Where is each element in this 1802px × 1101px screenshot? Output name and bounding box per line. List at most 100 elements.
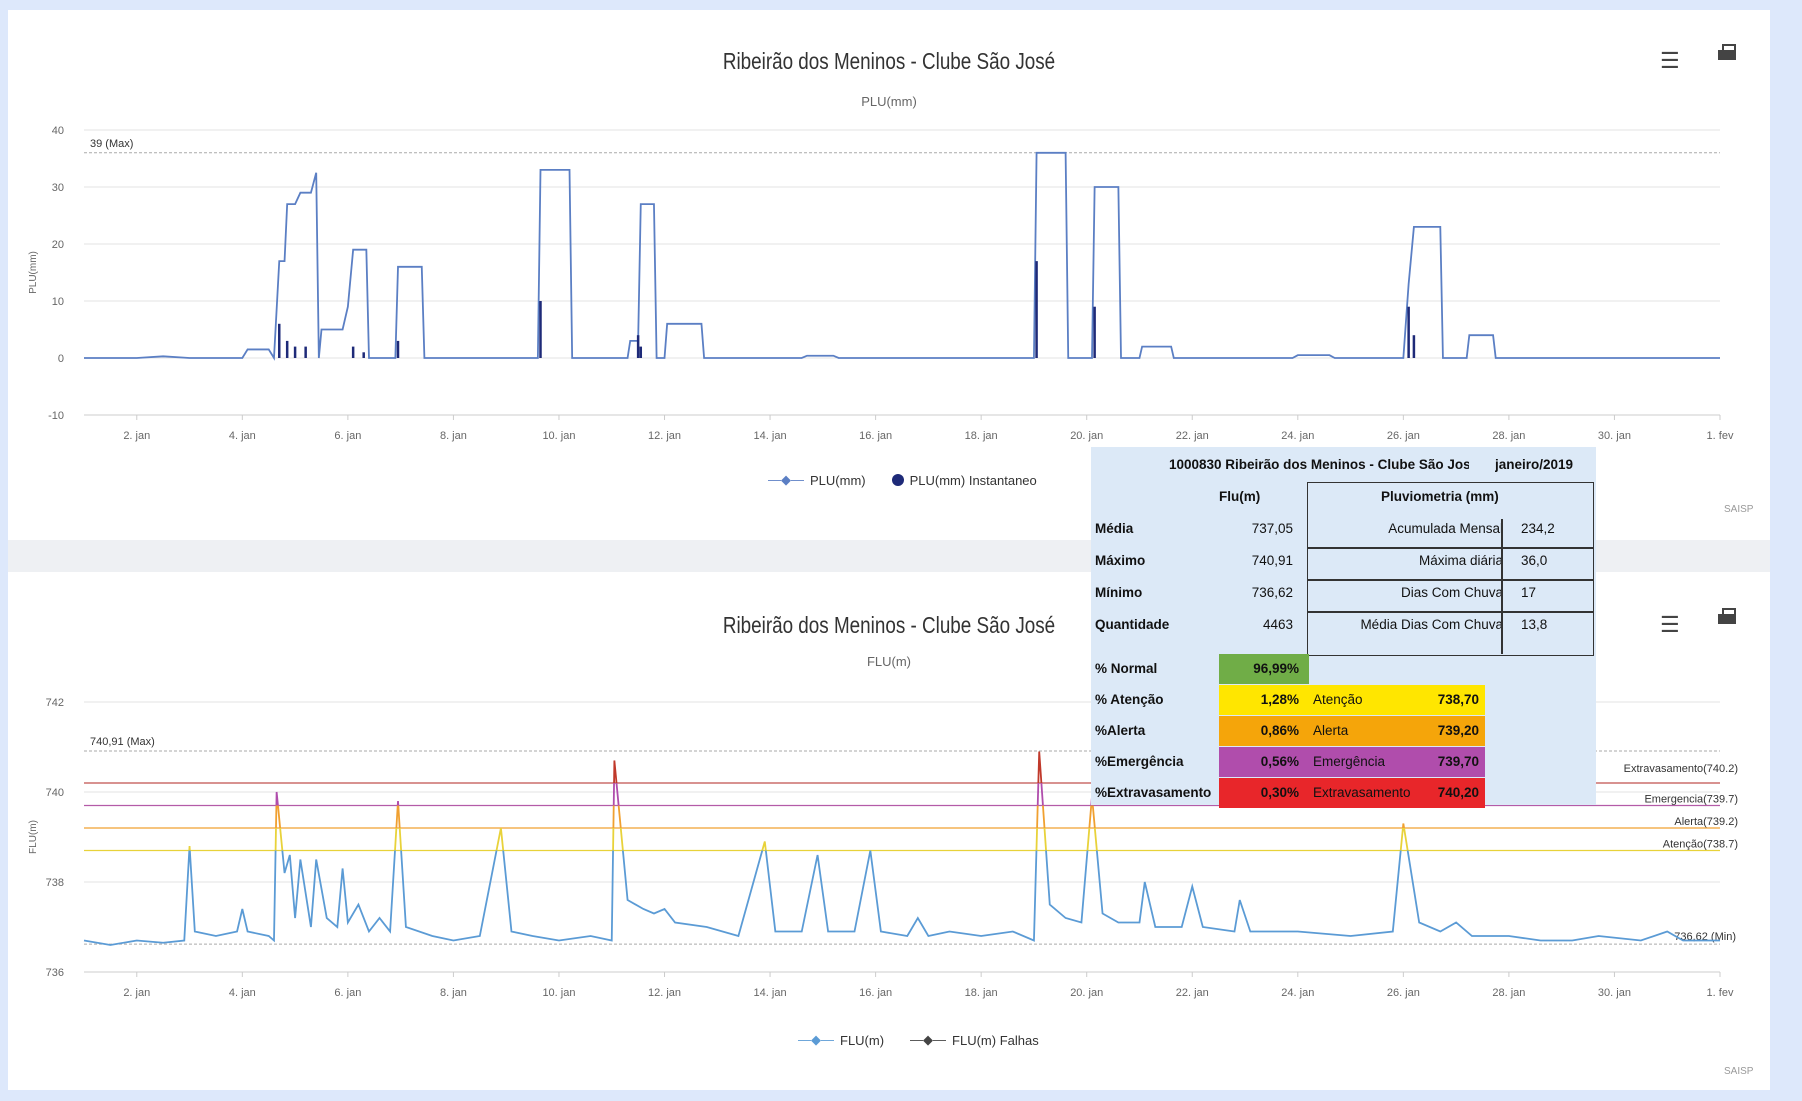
x-tick-label: 20. jan — [1070, 987, 1103, 999]
stats-pv: 234,2 — [1521, 521, 1555, 536]
x-tick-label: 16. jan — [859, 430, 892, 442]
legend-item-flu-falhas[interactable]: —◆— FLU(m) Falhas — [910, 1032, 1039, 1048]
level-color-bar — [1219, 654, 1309, 684]
top-chart-subtitle: PLU(mm) — [861, 94, 917, 109]
gridlines — [84, 129, 1720, 416]
x-tick-label: 20. jan — [1070, 430, 1103, 442]
stats-flu: 740,91 — [1251, 553, 1293, 568]
level-label: %Emergência — [1095, 754, 1184, 769]
y-tick-label: 30 — [52, 182, 64, 194]
row-divider — [1307, 611, 1594, 613]
x-tick-label: 2. jan — [123, 430, 150, 442]
x-tick-label: 18. jan — [965, 987, 998, 999]
y-tick-label: 738 — [46, 877, 64, 889]
x-tick-label: 4. jan — [229, 987, 256, 999]
x-tick-label: 6. jan — [334, 430, 361, 442]
series-instantaneo — [278, 261, 1416, 358]
x-tick-label: 16. jan — [859, 987, 892, 999]
stats-pv: 13,8 — [1521, 617, 1548, 632]
max-label: 740,91 (Max) — [90, 736, 155, 748]
level-name: Emergência — [1313, 754, 1386, 769]
stats-flu-head: Flu(m) — [1219, 489, 1261, 504]
level-value: 739,70 — [1437, 754, 1479, 769]
row-divider — [1307, 547, 1594, 549]
y-axis-label: FLU(m) — [28, 820, 39, 854]
threshold-label: Alerta(739.2) — [1674, 816, 1738, 828]
top-chart-panel: Ribeirão dos Meninos - Clube São José PL… — [8, 10, 1770, 540]
stats-label: Média — [1095, 521, 1134, 536]
hamburger-menu-icon[interactable]: ☰ — [1660, 48, 1680, 73]
stats-header: 1000830 Ribeirão dos Meninos - Clube São… — [1169, 457, 1469, 472]
stats-pl: Acumulada Mensal — [1388, 521, 1503, 536]
x-tick-label: 10. jan — [542, 430, 575, 442]
level-label: %Alerta — [1095, 723, 1146, 738]
level-label: % Atenção — [1095, 692, 1164, 707]
x-tick-label: 28. jan — [1492, 430, 1525, 442]
y-tick-label: 20 — [52, 239, 64, 251]
y-tick-label: 742 — [46, 697, 64, 709]
x-tick-label: 6. jan — [334, 987, 361, 999]
top-chart-title: Ribeirão dos Meninos - Clube São José — [722, 48, 1056, 74]
x-tick-label: 26. jan — [1387, 430, 1420, 442]
top-chart-credit: SAISP — [1724, 504, 1754, 515]
column-divider — [1501, 519, 1503, 654]
x-tick-label: 1. fev — [1707, 430, 1734, 442]
y-tick-label: 10 — [52, 296, 64, 308]
legend-item-plu-instantaneo[interactable]: PLU(mm) Instantaneo — [891, 473, 1037, 488]
level-name: Extravasamento — [1313, 785, 1411, 800]
x-tick-label: 8. jan — [440, 430, 467, 442]
level-name: Atenção — [1313, 692, 1363, 707]
stats-pl: Média Dias Com Chuva — [1360, 617, 1503, 632]
print-icon[interactable] — [1718, 44, 1736, 60]
x-tick-label: 8. jan — [440, 987, 467, 999]
level-label: % Normal — [1095, 661, 1158, 676]
level-percent: 0,56% — [1260, 754, 1299, 769]
bottom-chart-title: Ribeirão dos Meninos - Clube São José — [722, 612, 1056, 638]
bottom-chart-svg: 742 740 738 736 2. jan 4. jan 6. jan 8. jan 10. … — [28, 697, 1738, 999]
level-label: %Extravasamento — [1095, 785, 1212, 800]
stats-label: Mínimo — [1095, 585, 1143, 600]
level-value: 739,20 — [1437, 723, 1479, 738]
x-tick-label: 24. jan — [1281, 987, 1314, 999]
x-tick-label: 30. jan — [1598, 987, 1631, 999]
hamburger-menu-icon[interactable]: ☰ — [1660, 612, 1680, 637]
level-color-bar — [1219, 685, 1485, 715]
x-tick-label: 14. jan — [754, 987, 787, 999]
top-chart-svg: 40 30 20 10 0 -10 2. jan 4. jan 6. jan 8. jan 10. … — [28, 125, 1734, 442]
row-divider — [1307, 579, 1594, 581]
y-tick-label: 40 — [52, 125, 64, 137]
bottom-chart-credit: SAISP — [1724, 1066, 1754, 1077]
print-icon[interactable] — [1718, 608, 1736, 624]
statistics-table: 1000830 Ribeirão dos Meninos - Clube São… — [1091, 447, 1596, 808]
level-percent: 0,30% — [1260, 785, 1299, 800]
x-tick-label: 12. jan — [648, 430, 681, 442]
x-tick-label: 28. jan — [1492, 987, 1525, 999]
y-tick-label: 736 — [46, 967, 64, 979]
y-axis-label: PLU(mm) — [28, 251, 39, 294]
x-tick-label: 14. jan — [754, 430, 787, 442]
bottom-chart-legend: —◆— FLU(m) —◆— FLU(m) Falhas — [798, 1032, 1039, 1048]
x-tick-label: 26. jan — [1387, 987, 1420, 999]
stats-pl: Máxima diária — [1418, 553, 1503, 568]
threshold-label: Atenção(738.7) — [1663, 839, 1738, 851]
x-tick-label: 30. jan — [1598, 430, 1631, 442]
stats-flu: 737,05 — [1251, 521, 1293, 536]
y-tick-label: -10 — [48, 410, 64, 422]
stats-flu: 4463 — [1262, 617, 1293, 632]
stats-label: Quantidade — [1095, 617, 1170, 632]
level-percent: 0,86% — [1260, 723, 1299, 738]
x-tick-label: 22. jan — [1176, 430, 1209, 442]
threshold-label: Emergencia(739.7) — [1644, 794, 1738, 806]
level-percent: 96,99% — [1253, 661, 1299, 676]
stats-label: Máximo — [1095, 553, 1146, 568]
x-tick-label: 4. jan — [229, 430, 256, 442]
level-percent: 1,28% — [1260, 692, 1299, 707]
stats-pv: 17 — [1521, 585, 1537, 600]
legend-item-plu[interactable]: —◆— PLU(mm) — [768, 472, 866, 488]
x-tick-label: 1. fev — [1707, 987, 1734, 999]
legend-item-flu[interactable]: —◆— FLU(m) — [798, 1032, 885, 1048]
x-tick-label: 10. jan — [542, 987, 575, 999]
level-name: Alerta — [1313, 723, 1349, 738]
y-tick-label: 0 — [58, 353, 64, 365]
x-tick-label: 2. jan — [123, 987, 150, 999]
